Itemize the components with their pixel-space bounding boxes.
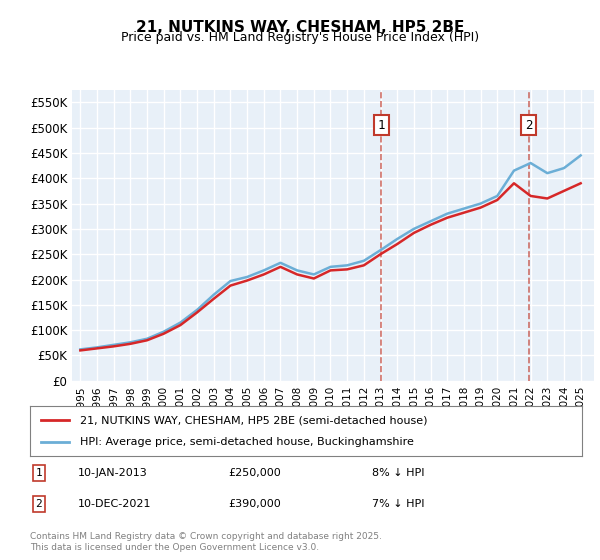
Text: 10-JAN-2013: 10-JAN-2013 <box>78 468 148 478</box>
Text: 21, NUTKINS WAY, CHESHAM, HP5 2BE: 21, NUTKINS WAY, CHESHAM, HP5 2BE <box>136 20 464 35</box>
Text: Price paid vs. HM Land Registry's House Price Index (HPI): Price paid vs. HM Land Registry's House … <box>121 31 479 44</box>
Text: £250,000: £250,000 <box>228 468 281 478</box>
Text: 2: 2 <box>35 499 43 509</box>
Text: Contains HM Land Registry data © Crown copyright and database right 2025.
This d: Contains HM Land Registry data © Crown c… <box>30 532 382 552</box>
Text: 1: 1 <box>377 119 385 132</box>
Text: 21, NUTKINS WAY, CHESHAM, HP5 2BE (semi-detached house): 21, NUTKINS WAY, CHESHAM, HP5 2BE (semi-… <box>80 415 427 425</box>
Text: HPI: Average price, semi-detached house, Buckinghamshire: HPI: Average price, semi-detached house,… <box>80 437 413 447</box>
Text: 2: 2 <box>525 119 533 132</box>
Text: 8% ↓ HPI: 8% ↓ HPI <box>372 468 425 478</box>
Text: 7% ↓ HPI: 7% ↓ HPI <box>372 499 425 509</box>
Text: £390,000: £390,000 <box>228 499 281 509</box>
Text: 10-DEC-2021: 10-DEC-2021 <box>78 499 151 509</box>
Text: 1: 1 <box>35 468 43 478</box>
